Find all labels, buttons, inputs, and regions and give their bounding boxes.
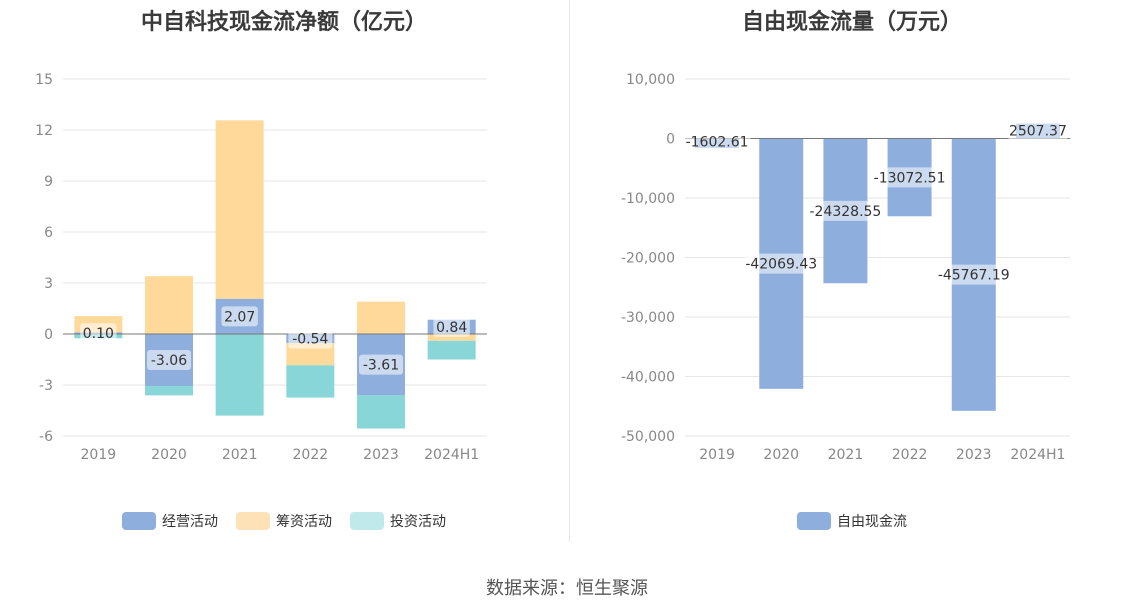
x-tick-label: 2023 xyxy=(363,447,399,463)
data-label: 0.84 xyxy=(436,320,467,336)
bar-投资活动 xyxy=(357,395,405,429)
bar-筹资活动 xyxy=(145,276,193,334)
bar-筹资活动 xyxy=(286,343,335,366)
data-label: 2.07 xyxy=(224,309,255,325)
bar-投资活动 xyxy=(215,334,264,416)
data-label-bg xyxy=(683,131,751,152)
data-label-bg xyxy=(744,253,819,274)
left-legend-item[interactable]: 投资活动 xyxy=(350,511,446,531)
y-tick-label: 0 xyxy=(666,132,675,148)
left-legend-swatch xyxy=(350,512,384,530)
right-chart-title: 自由现金流量（万元） xyxy=(741,10,962,35)
x-tick-label: 2022 xyxy=(892,447,928,463)
data-label-bg xyxy=(936,264,1011,285)
y-tick-label: -3 xyxy=(39,378,53,394)
right-legend-label: 自由现金流 xyxy=(837,514,907,530)
data-label-bg xyxy=(288,328,333,349)
left-chart-canvas: 15 12 9 6 3 0 -3 -6 2019 2020 2021 2022 2023 2024H1 0.… xyxy=(35,72,487,463)
data-label-bg xyxy=(359,354,403,375)
bar-投资活动 xyxy=(286,365,335,398)
x-tick-label: 2021 xyxy=(828,447,864,463)
bar-筹资活动 xyxy=(427,334,476,341)
data-label: -1602.61 xyxy=(686,135,749,151)
right-chart-canvas: 10,000 0 -10,000 -20,000 -30,000 -40,000 -50,0… xyxy=(621,72,1070,463)
left-chart-legend: 经营活动 筹资活动 投资活动 xyxy=(0,511,568,531)
data-label-bg xyxy=(872,167,947,188)
data-label: -13072.51 xyxy=(874,170,946,186)
x-tick-label: 2020 xyxy=(763,447,799,463)
left-legend-item[interactable]: 筹资活动 xyxy=(236,511,332,531)
bar-筹资活动 xyxy=(357,301,405,334)
x-tick-label: 2022 xyxy=(293,447,329,463)
y-tick-label: 0 xyxy=(44,327,53,343)
data-label: 2507.37 xyxy=(1009,124,1067,140)
y-tick-label: -6 xyxy=(39,429,53,445)
y-tick-label: 3 xyxy=(44,276,53,292)
left-legend-swatch xyxy=(236,512,270,530)
data-label: 0.10 xyxy=(83,326,114,342)
data-label: -3.06 xyxy=(151,353,187,369)
data-label-bg xyxy=(433,316,470,337)
data-label-bg xyxy=(808,200,883,221)
left-chart-title: 中自科技现金流净额（亿元） xyxy=(140,10,427,35)
y-tick-label: 9 xyxy=(44,174,53,190)
left-chart-panel: 中自科技现金流净额（亿元） 15 12 9 6 3 0 -3 -6 2019 2020 2021 20… xyxy=(0,0,568,545)
y-tick-label: 15 xyxy=(35,72,53,88)
x-tick-label: 2024H1 xyxy=(1010,447,1065,463)
y-tick-label: 12 xyxy=(35,123,53,139)
x-tick-label: 2024H1 xyxy=(424,447,479,463)
right-chart-panel: 自由现金流量（万元） 10,000 0 -10,000 -20,000 -30,000 -… xyxy=(570,0,1134,545)
data-label: -45767.19 xyxy=(938,268,1010,284)
x-tick-label: 2021 xyxy=(222,447,258,463)
left-legend-swatch xyxy=(122,512,156,530)
data-label: -3.61 xyxy=(363,358,399,374)
data-label: -24328.55 xyxy=(809,204,881,220)
data-label-bg xyxy=(147,350,191,371)
y-tick-label: -10,000 xyxy=(621,191,675,207)
data-label: -42069.43 xyxy=(745,257,817,273)
data-source-note: 数据来源：恒生聚源 xyxy=(486,578,648,599)
y-tick-label: 10,000 xyxy=(626,72,675,88)
left-legend-label: 经营活动 xyxy=(162,514,218,530)
left-legend-label: 筹资活动 xyxy=(276,514,332,530)
x-tick-label: 2019 xyxy=(699,447,735,463)
bar-投资活动 xyxy=(427,340,476,360)
data-label-bg xyxy=(80,323,117,344)
y-tick-label: -30,000 xyxy=(621,310,675,326)
right-legend-swatch xyxy=(797,512,831,530)
left-legend-label: 投资活动 xyxy=(390,514,446,530)
x-tick-label: 2020 xyxy=(151,447,187,463)
x-tick-label: 2019 xyxy=(81,447,117,463)
right-chart-legend: 自由现金流 xyxy=(570,511,1134,531)
y-tick-label: -20,000 xyxy=(621,251,675,267)
data-label-bg xyxy=(1008,120,1068,141)
bar-投资活动 xyxy=(145,386,193,396)
y-tick-label: -40,000 xyxy=(621,370,675,386)
left-legend-item[interactable]: 经营活动 xyxy=(122,511,218,531)
y-tick-label: -50,000 xyxy=(621,429,675,445)
y-tick-label: 6 xyxy=(44,225,53,241)
x-tick-label: 2023 xyxy=(956,447,992,463)
data-label: -0.54 xyxy=(292,332,328,348)
bar-筹资活动 xyxy=(215,120,264,299)
data-label-bg xyxy=(221,306,258,327)
right-legend-item[interactable]: 自由现金流 xyxy=(797,511,907,531)
panel-divider xyxy=(569,0,570,542)
